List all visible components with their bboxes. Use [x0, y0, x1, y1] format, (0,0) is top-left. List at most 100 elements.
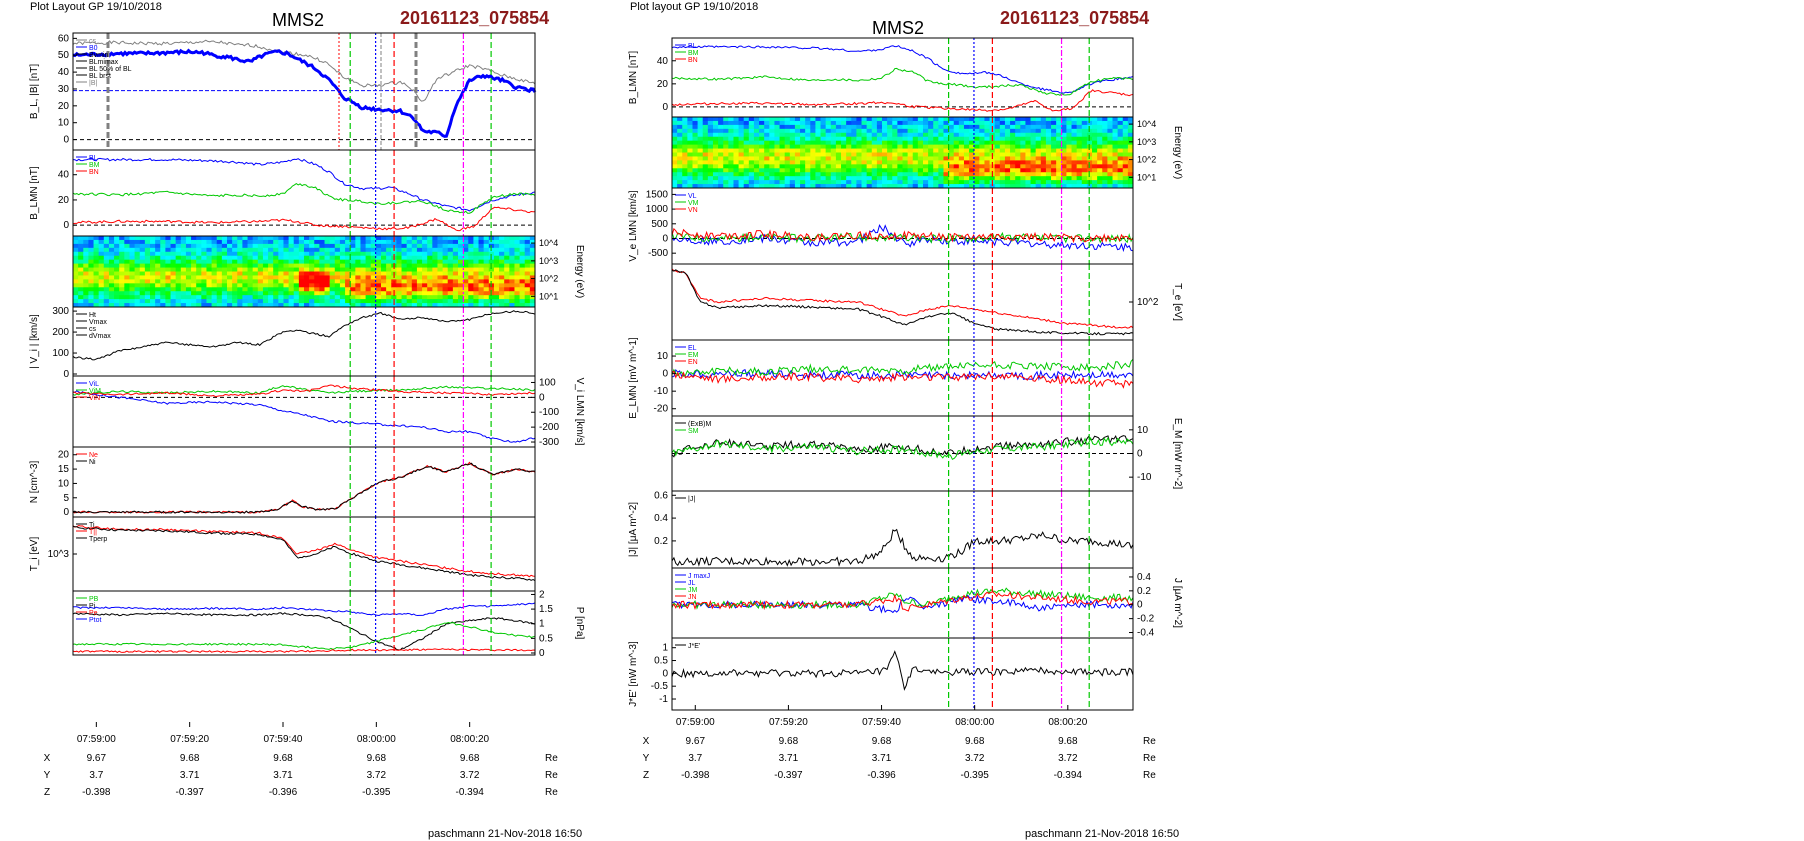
- left-spectro-cell: [339, 263, 346, 269]
- right-spectro-cell: [1056, 136, 1062, 142]
- right-spectro-cell: [1040, 144, 1047, 150]
- right-spectro-cell: [764, 117, 770, 122]
- right-spectro-cell: [846, 172, 852, 177]
- left-spectro-cell: [473, 263, 480, 269]
- left-spectro-cell: [262, 251, 269, 257]
- right-spectro-cell: [753, 168, 760, 173]
- right-spectro-cell: [892, 140, 898, 146]
- left-spectro-cell: [78, 259, 84, 265]
- left-spectro-cell: [252, 295, 259, 300]
- left-spectro-cell: [483, 283, 490, 288]
- left-B-series-BL: [72, 48, 537, 138]
- right-spectro-cell: [979, 117, 985, 122]
- left-spectro-cell: [478, 267, 485, 272]
- left-spectro-cell: [483, 243, 490, 249]
- left-spectro-cell: [257, 251, 264, 257]
- left-spectro-cell: [396, 279, 403, 284]
- right-spectro-cell: [928, 140, 934, 146]
- left-spectro-cell: [144, 255, 151, 261]
- left-spectro-cell: [83, 287, 89, 292]
- right-spectro-cell: [830, 184, 837, 189]
- right-spectro-cell: [994, 117, 1001, 122]
- left-spectro-cell: [478, 299, 485, 304]
- left-spectro-cell: [78, 275, 84, 280]
- left-spectro-cell: [365, 291, 372, 296]
- right-spectro-cell: [1015, 160, 1021, 165]
- right-spectro-cell: [1112, 152, 1119, 157]
- right-spectro-cell: [733, 160, 740, 165]
- right-spectro-cell: [969, 128, 975, 134]
- left-spectro-cell: [416, 271, 423, 276]
- left-spectro-cell: [458, 255, 464, 261]
- left-B-legend-1: B0: [89, 45, 98, 52]
- right-spectro-cell: [892, 117, 898, 122]
- right-spectro-cell: [815, 120, 822, 126]
- right-spectro-cell: [748, 148, 755, 153]
- left-spectro-cell: [185, 239, 192, 245]
- left-spectro-cell: [463, 259, 469, 265]
- right-spectro-cell: [938, 160, 944, 165]
- right-spectro-cell: [1010, 148, 1016, 153]
- right-spectro-cell: [953, 184, 960, 189]
- right-spectro-cell: [917, 180, 924, 185]
- right-spectro-cell: [922, 156, 929, 161]
- right-spectro-cell: [841, 172, 847, 177]
- left-BLMN-ytick-label-0: 0: [63, 220, 69, 231]
- right-ELMN-ytick-label-3: 10: [657, 351, 669, 362]
- left-spectro-cell: [529, 279, 536, 284]
- left-spectro-cell: [119, 236, 125, 241]
- right-spectro-cell: [805, 117, 811, 122]
- left-spectro-cell: [144, 251, 151, 257]
- right-spectro-cell: [928, 132, 934, 138]
- right-spectro-cell: [882, 144, 888, 150]
- right-spectro-cell: [917, 124, 924, 130]
- right-spectro-cell: [789, 117, 796, 122]
- left-spectro-cell: [442, 291, 449, 296]
- right-spectro-cell: [984, 176, 991, 181]
- left-spectro-cell: [493, 283, 500, 288]
- left-spectro-cell: [442, 295, 449, 300]
- left-spectro-cell: [170, 283, 177, 288]
- left-spectro-cell: [108, 287, 115, 292]
- right-spectro-cell: [928, 156, 934, 161]
- right-spectro-cell: [748, 144, 755, 150]
- right-spectro-cell: [999, 117, 1006, 122]
- left-spectro-cell: [232, 255, 238, 261]
- left-spectro-cell: [180, 299, 187, 304]
- left-spectro-cell: [360, 275, 367, 280]
- left-spectro-cell: [191, 283, 197, 288]
- right-spectro-cell: [718, 184, 724, 189]
- right-spectro-cell: [774, 148, 781, 153]
- left-spectro-cell: [473, 247, 480, 253]
- left-spectro-cell: [191, 275, 197, 280]
- left-spectro-cell: [529, 275, 536, 280]
- right-spectro-cell: [1107, 117, 1114, 122]
- left-spectro-cell: [493, 287, 500, 292]
- right-spectro-cell: [769, 132, 775, 138]
- right-spectro-cell: [912, 140, 919, 146]
- right-spectro-cell: [748, 128, 755, 134]
- left-spectro-cell: [314, 236, 320, 241]
- left-spectro-cell: [483, 239, 490, 245]
- left-spectro-cell: [406, 239, 413, 245]
- right-spectro-cell: [759, 172, 765, 177]
- right-spectro-cell: [748, 180, 755, 185]
- right-spectro-cell: [815, 132, 822, 138]
- right-spectro-cell: [958, 152, 965, 157]
- left-spectro-ytick-label-3: 10^4: [539, 238, 558, 248]
- left-spectro-cell: [442, 247, 449, 253]
- left-spectro-cell: [160, 263, 166, 269]
- left-spectro-cell: [201, 263, 207, 269]
- right-spectro-cell: [835, 184, 842, 189]
- left-spectro-cell: [350, 295, 356, 300]
- left-spectro-cell: [242, 271, 249, 276]
- right-spectro-cell: [938, 132, 944, 138]
- left-spectro-cell: [232, 247, 238, 253]
- right-spectro-cell: [1020, 160, 1026, 165]
- left-spectro-cell: [93, 259, 100, 265]
- right-spectro-cell: [871, 136, 878, 142]
- right-spectro-cell: [697, 128, 704, 134]
- left-spectro-cell: [160, 279, 166, 284]
